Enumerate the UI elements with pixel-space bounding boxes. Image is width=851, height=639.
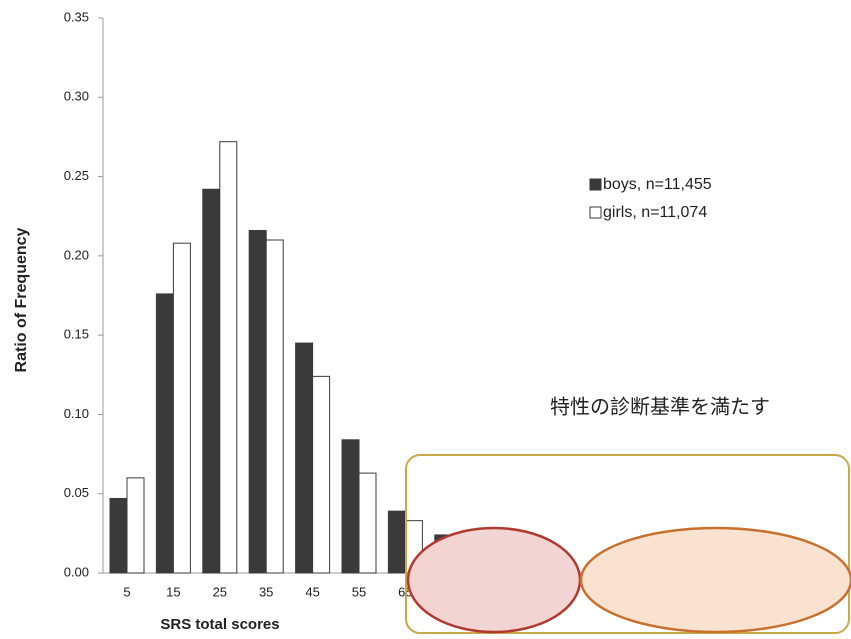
x-tick-label: 35 — [259, 584, 273, 599]
bar — [126, 477, 145, 574]
bar — [341, 439, 360, 574]
y-axis-title: Ratio of Frequency — [13, 227, 30, 372]
bar — [295, 342, 314, 574]
bar — [312, 375, 331, 574]
bar — [358, 472, 377, 574]
plot-area: 0.00 0.05 0.10 0.15 0.20 0.25 0.30 0.35 5 15 25 35 4… — [64, 9, 850, 599]
bar — [172, 242, 191, 574]
x-tick-label: 15 — [166, 584, 180, 599]
y-tick-label: 0.05 — [64, 485, 89, 500]
legend-label: boys, n=11,455 — [603, 176, 712, 193]
x-tick-label: 55 — [352, 584, 366, 599]
ellipse-right — [579, 526, 851, 634]
legend-label: girls, n=11,074 — [603, 204, 707, 221]
y-tick-label: 0.00 — [64, 564, 89, 579]
legend-swatch — [589, 178, 602, 191]
bar — [219, 141, 238, 574]
y-tick-label: 0.25 — [64, 168, 89, 183]
y-tick-label: 0.10 — [64, 406, 89, 421]
x-tick-label: 25 — [213, 584, 227, 599]
bar — [109, 497, 128, 574]
y-tick-label: 0.30 — [64, 89, 89, 104]
x-axis-title: SRS total scores — [160, 616, 279, 633]
ellipse-left — [406, 526, 582, 634]
bar — [265, 239, 284, 574]
x-tick-label: 5 — [123, 584, 130, 599]
annotation: 特性の診断基準を満たす — [550, 395, 770, 419]
y-tick-label: 0.15 — [64, 327, 89, 342]
y-tick-label: 0.20 — [64, 247, 89, 262]
legend-swatch — [589, 206, 602, 219]
overlay — [405, 454, 851, 634]
bar — [155, 293, 174, 574]
bar — [387, 510, 406, 574]
y-tick-label: 0.35 — [64, 9, 89, 24]
bar — [202, 188, 221, 574]
x-tick-label: 45 — [305, 584, 319, 599]
bar — [248, 229, 267, 574]
criteria-box — [405, 454, 850, 634]
